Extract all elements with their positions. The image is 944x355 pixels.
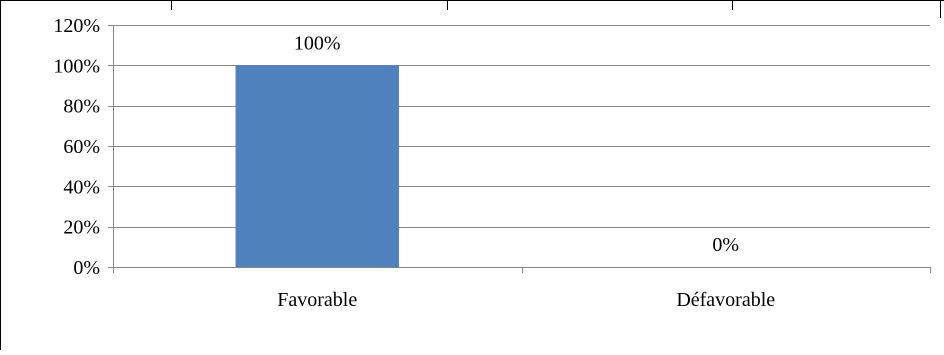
x-axis-category-labels: Favorable Défavorable: [277, 289, 775, 311]
y-tick-label: 100%: [53, 55, 100, 77]
y-tick-label: 40%: [63, 176, 100, 198]
y-tick-label: 0%: [73, 257, 100, 279]
data-label: 0%: [712, 234, 739, 256]
category-label: Défavorable: [676, 289, 775, 311]
data-labels: 100% 0%: [294, 32, 739, 256]
axes: [108, 25, 931, 273]
y-axis-tick-labels: 0% 20% 40% 60% 80% 100% 120%: [53, 15, 100, 279]
y-tick-label: 20%: [63, 217, 100, 239]
y-tick-label: 60%: [63, 136, 100, 158]
bars: [235, 65, 399, 267]
data-label: 100%: [294, 32, 341, 54]
bar: [235, 65, 399, 267]
y-tick-label: 80%: [63, 96, 100, 118]
category-label: Favorable: [277, 289, 357, 311]
y-tick-label: 120%: [53, 15, 100, 37]
